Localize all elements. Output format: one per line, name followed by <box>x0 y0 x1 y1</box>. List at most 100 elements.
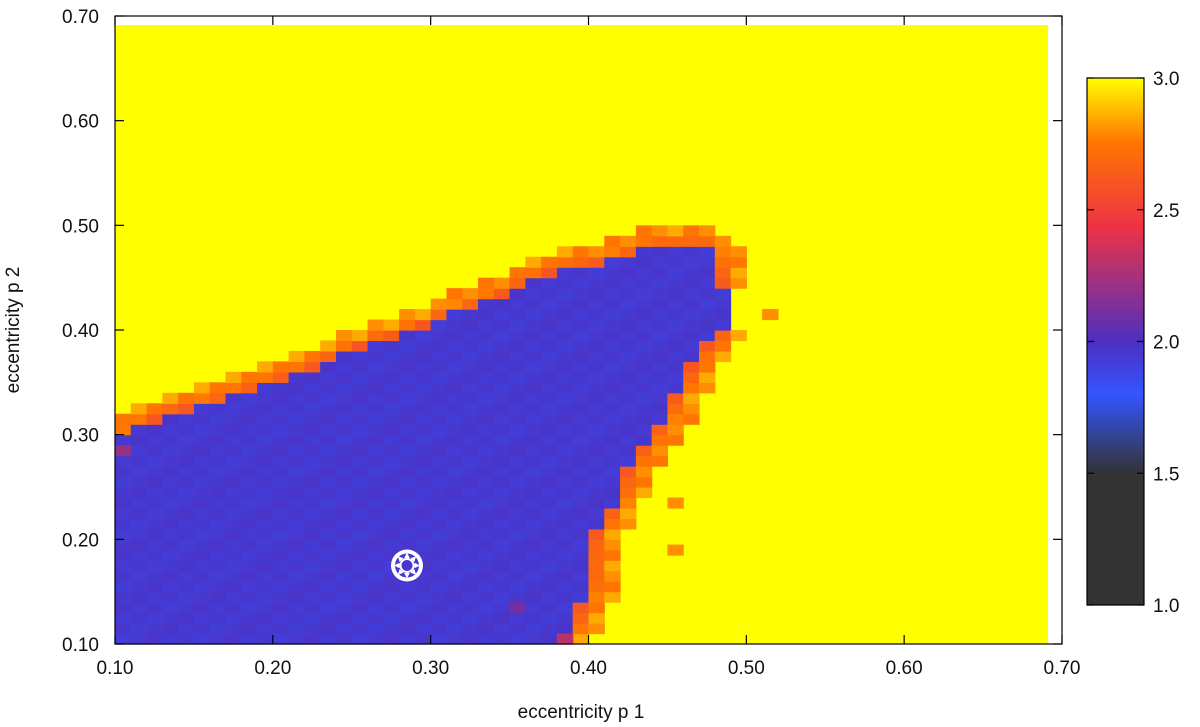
heatmap-cell <box>178 455 195 467</box>
heatmap-cell <box>698 319 716 331</box>
heatmap-cell <box>667 246 684 258</box>
heatmap-cell <box>525 487 542 499</box>
heatmap-cell <box>178 476 195 488</box>
heatmap-cell <box>146 560 163 572</box>
heatmap-cell <box>272 476 290 488</box>
heatmap-cell <box>478 403 495 415</box>
heatmap-cell <box>635 455 653 467</box>
heatmap-cell <box>351 570 369 582</box>
heatmap-cell <box>651 235 669 247</box>
heatmap-cell <box>588 371 605 383</box>
heatmap-cell <box>620 424 637 436</box>
heatmap-cell <box>288 560 305 572</box>
heatmap-cell <box>320 403 337 415</box>
heatmap-cell <box>335 361 353 373</box>
heatmap-cell <box>541 487 558 499</box>
heatmap-cell <box>509 507 526 519</box>
y-tick-label: 0.40 <box>62 321 99 342</box>
heatmap-cell <box>572 319 590 331</box>
heatmap-cell <box>335 623 353 635</box>
heatmap-cell <box>509 497 526 509</box>
heatmap-cell <box>588 424 605 436</box>
sun-icon-ray <box>404 573 410 579</box>
heatmap-cell <box>541 319 558 331</box>
heatmap-cell <box>462 424 479 436</box>
heatmap-cell <box>335 445 353 457</box>
heatmap-cell <box>304 371 321 383</box>
heatmap-cell <box>509 549 526 561</box>
heatmap-cell <box>383 361 400 373</box>
heatmap-cell <box>604 570 621 582</box>
heatmap-cell <box>541 602 558 614</box>
heatmap-cell <box>193 497 211 509</box>
heatmap-cell <box>320 539 337 551</box>
heatmap-cell <box>130 518 148 530</box>
heatmap-cell <box>430 476 448 488</box>
heatmap-cell <box>320 570 337 582</box>
heatmap-cell <box>130 434 148 446</box>
heatmap-cell <box>556 487 574 499</box>
heatmap-cell <box>493 476 511 488</box>
heatmap-cell <box>351 549 369 561</box>
heatmap-cell <box>162 581 179 593</box>
heatmap-cell <box>430 403 448 415</box>
heatmap-cell <box>556 350 574 362</box>
heatmap-cell <box>572 246 590 258</box>
heatmap-cell <box>462 528 479 540</box>
heatmap-cell <box>698 288 716 300</box>
heatmap-cell <box>335 476 353 488</box>
heatmap-cell <box>225 623 242 635</box>
heatmap-cell <box>667 424 684 436</box>
colorbar <box>1086 77 1145 606</box>
heatmap-cell <box>541 507 558 519</box>
heatmap-cell <box>478 413 495 425</box>
heatmap-cell <box>130 476 148 488</box>
heatmap-cell <box>635 392 653 404</box>
heatmap-cell <box>604 445 621 457</box>
heatmap-cell <box>288 434 305 446</box>
heatmap-cell <box>635 235 653 247</box>
heatmap-cell <box>635 330 653 342</box>
heatmap-cell <box>115 560 132 572</box>
heatmap-cell <box>667 298 684 310</box>
heatmap-cell <box>178 581 195 593</box>
heatmap-cell <box>351 602 369 614</box>
heatmap-cell <box>178 591 195 603</box>
heatmap-cell <box>430 455 448 467</box>
heatmap-cell <box>115 570 132 582</box>
heatmap-cell <box>478 539 495 551</box>
heatmap-cell <box>683 330 700 342</box>
heatmap-cell <box>588 476 605 488</box>
heatmap-cell <box>698 309 716 321</box>
heatmap-cell <box>383 424 400 436</box>
heatmap-cell <box>335 507 353 519</box>
heatmap-cell <box>493 466 511 478</box>
heatmap-cell <box>146 507 163 519</box>
heatmap-cell <box>399 403 416 415</box>
heatmap-cell <box>288 466 305 478</box>
heatmap-cell <box>446 434 463 446</box>
heatmap-cell <box>193 466 211 478</box>
heatmap-cell <box>493 633 511 645</box>
heatmap-cell <box>304 350 321 362</box>
heatmap-cell <box>462 560 479 572</box>
heatmap-cell <box>272 507 290 519</box>
heatmap-cell <box>541 403 558 415</box>
heatmap-cell <box>525 330 542 342</box>
heatmap-cell <box>383 612 400 624</box>
heatmap-cell <box>257 413 274 425</box>
heatmap-cell <box>604 466 621 478</box>
heatmap-cell <box>588 392 605 404</box>
heatmap-cell <box>588 528 605 540</box>
heatmap-cell <box>556 497 574 509</box>
heatmap-cell <box>335 424 353 436</box>
heatmap-cell <box>683 350 700 362</box>
heatmap-cell <box>556 476 574 488</box>
heatmap-cell <box>162 434 179 446</box>
heatmap-cell <box>525 518 542 530</box>
heatmap-cell <box>493 518 511 530</box>
heatmap-cell <box>525 549 542 561</box>
heatmap-cell <box>272 602 290 614</box>
heatmap-cell <box>335 602 353 614</box>
